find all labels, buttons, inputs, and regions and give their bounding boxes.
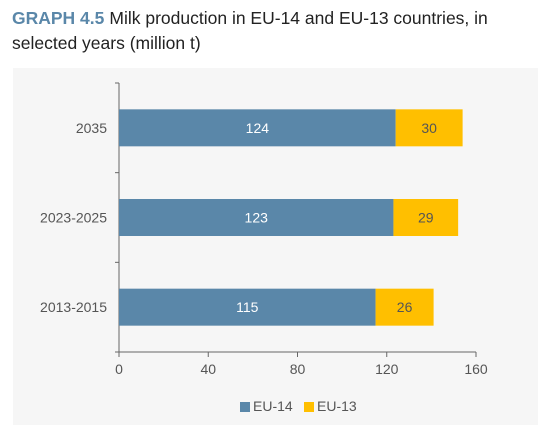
x-tick-label: 80 (290, 361, 306, 377)
chart-axes: 0 40 80 120 160 2035 2023-2025 2013-2015 (40, 82, 488, 377)
bar-eu-13 (395, 109, 463, 147)
x-tick-label: 0 (115, 361, 123, 377)
legend-swatch-eu-13 (304, 402, 314, 412)
chart-legend: EU-14 EU-13 (240, 398, 357, 414)
category-label: 2013-2015 (40, 299, 107, 315)
data-label: 124 (246, 120, 270, 136)
figure-label: GRAPH 4.5 (12, 8, 105, 28)
figure-title-text: Milk production in EU-14 and EU-13 count… (12, 8, 488, 53)
legend-label: EU-13 (317, 398, 357, 414)
category-label: 2023-2025 (40, 210, 107, 226)
bar-eu-14 (119, 199, 394, 236)
data-label: 123 (245, 210, 269, 226)
chart-title: GRAPH 4.5 Milk production in EU-14 and EU… (12, 6, 542, 56)
data-label: 115 (236, 299, 259, 315)
data-label: 29 (418, 210, 434, 226)
x-tick-label: 40 (200, 361, 216, 377)
bar-eu-14 (119, 109, 396, 147)
bar-eu-13 (375, 288, 434, 326)
bar-eu-14 (119, 288, 376, 326)
legend-label: EU-14 (253, 398, 293, 414)
data-label: 30 (421, 120, 437, 136)
x-tick-label: 160 (464, 361, 488, 377)
category-label: 2035 (76, 120, 107, 136)
chart-bars: 124 30 123 29 115 26 (119, 109, 463, 326)
legend-swatch-eu-14 (240, 402, 250, 412)
data-label: 26 (397, 299, 413, 315)
x-tick-label: 120 (375, 361, 399, 377)
bar-eu-13 (393, 199, 459, 236)
